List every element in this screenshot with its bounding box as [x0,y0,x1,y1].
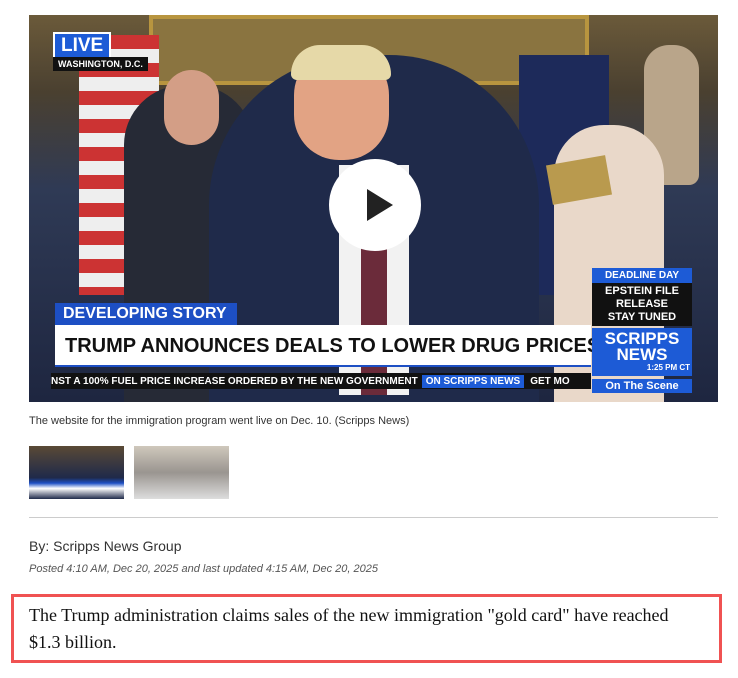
video-caption: The website for the immigration program … [29,415,410,427]
location-label: WASHINGTON, D.C. [53,57,148,71]
segment-label: On The Scene [592,379,692,393]
side-story-line: EPSTEIN FILE RELEASE [605,285,679,310]
live-badge: LIVE [53,32,112,60]
divider [29,517,718,518]
ticker-next: GET MO [530,375,570,387]
byline: By: Scripps News Group [29,538,182,554]
side-panel: DEADLINE DAY EPSTEIN FILE RELEASE STAY T… [592,268,692,393]
speaker-hair [291,45,391,80]
deadline-label: DEADLINE DAY [592,268,692,283]
broadcast-time: 1:25 PM CT [646,363,690,372]
logo-text: SCRIPPS [604,329,680,348]
developing-story-label: DEVELOPING STORY [55,303,237,325]
scripps-news-logo: SCRIPPS NEWS 1:25 PM CT [592,328,692,376]
gallery-thumbnail[interactable] [29,446,124,499]
ticker-brand: ON SCRIPPS NEWS [421,374,525,388]
video-player[interactable]: LIVE WASHINGTON, D.C. DEVELOPING STORY T… [29,15,718,402]
side-story-line: STAY TUNED [607,311,677,323]
ticker-text: NST A 100% FUEL PRICE INCREASE ORDERED B… [51,375,418,387]
lower-third-headline: TRUMP ANNOUNCES DEALS TO LOWER DRUG PRIC… [55,325,600,367]
article-summary: The Trump administration claims sales of… [11,594,722,663]
logo-text: NEWS [616,345,668,364]
news-ticker: NST A 100% FUEL PRICE INCREASE ORDERED B… [51,373,591,389]
gallery-thumbnail[interactable] [134,446,229,499]
side-story: EPSTEIN FILE RELEASE STAY TUNED [592,283,692,326]
person-face [164,70,219,145]
posted-timestamp: Posted 4:10 AM, Dec 20, 2025 and last up… [29,563,378,575]
play-icon[interactable] [329,159,421,251]
